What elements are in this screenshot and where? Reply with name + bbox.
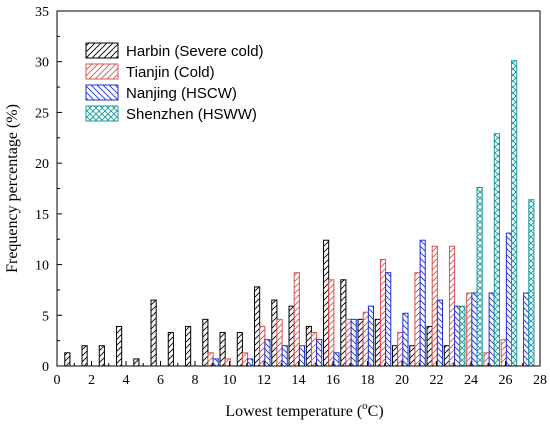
x-tick-label: 22 bbox=[430, 373, 444, 388]
x-tick-label: 28 bbox=[533, 373, 547, 388]
bar-series-3 bbox=[298, 345, 306, 367]
bar-series-1 bbox=[426, 325, 433, 367]
bar-series-4 bbox=[493, 133, 500, 367]
bar-series-3 bbox=[488, 292, 495, 367]
bar-series-1 bbox=[340, 279, 347, 367]
bar-series-1 bbox=[409, 345, 416, 367]
x-axis-title-unit-sup: o bbox=[362, 400, 368, 412]
x-axis-title-unit-tail: C) bbox=[368, 403, 384, 420]
x-tick-label: 6 bbox=[157, 373, 164, 388]
bar-series-1 bbox=[185, 325, 192, 367]
bar-series-1 bbox=[81, 345, 88, 367]
x-tick-label: 0 bbox=[54, 373, 61, 388]
axis-ticks bbox=[56, 10, 541, 367]
legend-label: Harbin (Severe cold) bbox=[126, 43, 264, 60]
bar-series-2 bbox=[379, 259, 387, 367]
bar-series-3 bbox=[402, 312, 409, 367]
bar-series-3 bbox=[316, 339, 323, 367]
bar-series-1 bbox=[357, 318, 364, 367]
legend-label: Shenzhen (HSWW) bbox=[126, 106, 257, 123]
bar-series-3 bbox=[471, 292, 478, 367]
bar-series-3 bbox=[454, 305, 461, 367]
bar-series-1 bbox=[305, 325, 312, 367]
bar-series-3 bbox=[264, 339, 271, 367]
bar-series-1 bbox=[254, 286, 261, 367]
x-axis-title-main: Lowest temperature ( bbox=[225, 403, 362, 420]
bar-series-1 bbox=[392, 345, 399, 367]
bar-series-1 bbox=[374, 318, 381, 367]
y-tick-label: 5 bbox=[42, 309, 49, 324]
bar-series-3 bbox=[350, 318, 357, 367]
legend-swatch bbox=[85, 84, 119, 101]
legend-label: Nanjing (HSCW) bbox=[126, 85, 237, 102]
bar-series-4 bbox=[511, 60, 518, 367]
legend-swatch bbox=[85, 42, 119, 59]
bar-series-2 bbox=[345, 318, 352, 367]
x-tick-label: 12 bbox=[257, 373, 271, 388]
bar-series-2 bbox=[397, 332, 404, 367]
bar-series-3 bbox=[212, 358, 219, 367]
y-tick-label: 15 bbox=[35, 208, 49, 223]
bar-series-1 bbox=[98, 345, 105, 367]
y-tick-label: 20 bbox=[35, 157, 49, 172]
bar-series-1 bbox=[167, 332, 174, 367]
x-tick-label: 26 bbox=[499, 373, 513, 388]
x-tick-label: 10 bbox=[223, 373, 237, 388]
bar-series-4 bbox=[528, 199, 535, 367]
x-tick-label: 18 bbox=[361, 373, 375, 388]
y-tick-label: 0 bbox=[42, 360, 49, 375]
legend-swatch bbox=[85, 105, 119, 122]
bar-series-1 bbox=[323, 239, 330, 367]
legend-swatch bbox=[85, 63, 119, 80]
bar-series-2 bbox=[414, 272, 421, 367]
bar-series-3 bbox=[385, 272, 392, 367]
bar-series-3 bbox=[333, 352, 340, 367]
x-tick-label: 2 bbox=[88, 373, 95, 388]
bar-series-1 bbox=[219, 332, 226, 367]
bar-series-3 bbox=[419, 239, 426, 367]
x-tick-label: 8 bbox=[192, 373, 199, 388]
bar-series-4 bbox=[476, 186, 483, 367]
bar-series-1 bbox=[150, 299, 157, 367]
bar-series-2 bbox=[293, 272, 300, 367]
legend-label: Tianjin (Cold) bbox=[126, 64, 215, 81]
bar-series-2 bbox=[328, 279, 335, 367]
x-tick-label: 16 bbox=[326, 373, 340, 388]
bar-series-1 bbox=[443, 345, 450, 367]
bar-series-2 bbox=[310, 332, 318, 367]
y-tick-label: 10 bbox=[35, 259, 49, 274]
x-tick-label: 4 bbox=[123, 373, 130, 388]
bar-series-3 bbox=[367, 305, 375, 367]
legend: Harbin (Severe cold) Tianjin (Cold) Nanjin… bbox=[85, 42, 264, 123]
bar-series-2 bbox=[448, 245, 456, 367]
bar-series-3 bbox=[281, 345, 288, 367]
x-tick-label: 14 bbox=[292, 373, 306, 388]
x-tick-label: 20 bbox=[395, 373, 409, 388]
y-tick-label: 25 bbox=[35, 106, 49, 121]
bar-series-3 bbox=[523, 292, 530, 367]
bar-series-3 bbox=[436, 299, 444, 367]
bar-series-2 bbox=[362, 311, 369, 367]
y-tick-label: 30 bbox=[35, 56, 49, 71]
x-axis-title: Lowest temperature (oC) bbox=[225, 400, 383, 420]
bar-series-3 bbox=[505, 232, 513, 367]
bar-series-2 bbox=[466, 292, 473, 367]
bar-series-4 bbox=[459, 305, 466, 367]
y-tick-label: 35 bbox=[35, 5, 49, 20]
bar-series-1 bbox=[271, 299, 278, 367]
bar-series-1 bbox=[236, 332, 243, 367]
bar-series-1 bbox=[288, 305, 295, 367]
bar-series-1 bbox=[202, 318, 209, 367]
bar-series-2 bbox=[431, 245, 438, 367]
bar-series-2 bbox=[276, 318, 283, 367]
bar-series-1 bbox=[133, 358, 140, 367]
bar-series-3 bbox=[247, 358, 254, 367]
bar-series-1 bbox=[116, 325, 123, 367]
y-axis-title: Frequency percentage (%) bbox=[4, 104, 21, 273]
bar-series-1 bbox=[64, 352, 71, 367]
x-tick-label: 24 bbox=[464, 373, 478, 388]
bar-series-2 bbox=[259, 325, 266, 367]
